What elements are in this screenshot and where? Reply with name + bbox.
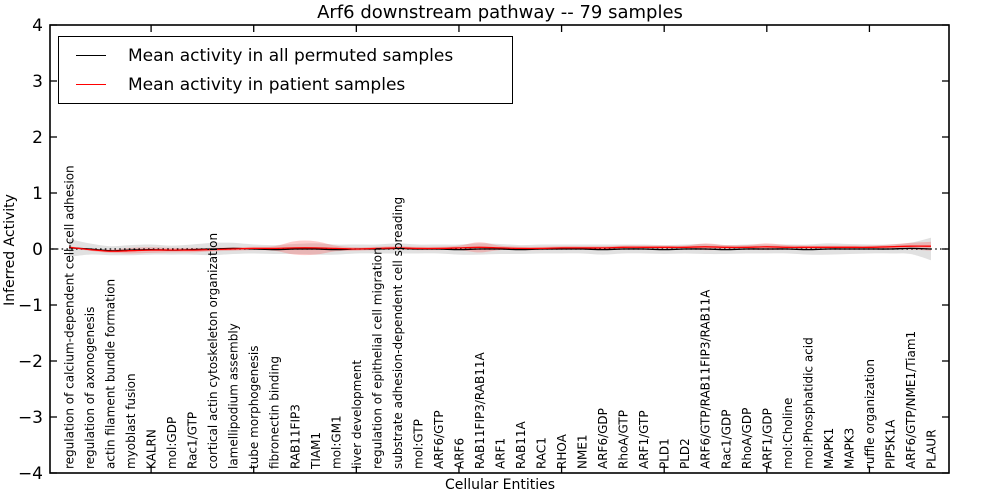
x-tick-label: ARF6/GDP: [596, 408, 610, 469]
x-tick-label: fibronectin binding: [268, 356, 282, 469]
x-tick-label: ARF6/GTP: [432, 410, 446, 469]
x-tick-label: ARF1/GDP: [760, 408, 774, 469]
x-tick-label: TIAM1: [309, 432, 323, 470]
x-tick-label: PLD1: [658, 438, 672, 469]
y-tick-label: 0: [32, 240, 43, 260]
x-tick-label: MAPK3: [842, 428, 856, 469]
x-tick-label: regulation of epithelial cell migration: [370, 247, 384, 469]
x-tick-label: ARF6/GTP/RAB11FIP3/RAB11A: [699, 289, 713, 469]
legend: Mean activity in all permuted samples Me…: [58, 36, 513, 104]
y-tick-label: 2: [32, 128, 43, 148]
y-axis-label: Inferred Activity: [2, 194, 18, 306]
x-tick-label: ARF6: [452, 438, 466, 469]
x-tick-label: mol:GDP: [165, 417, 179, 469]
y-tick-label: −1: [18, 296, 43, 316]
x-tick-label: RAC1: [535, 437, 549, 469]
legend-line-permuted-icon: [76, 55, 106, 56]
x-tick-label: mol:Phosphatidic acid: [801, 337, 815, 469]
x-tick-label: tube morphogenesis: [247, 346, 261, 469]
x-tick-label: regulation of calcium-dependent cell-cel…: [63, 165, 77, 469]
x-tick-label: lamellipodium assembly: [227, 323, 241, 469]
legend-label-permuted: Mean activity in all permuted samples: [128, 45, 454, 66]
x-tick-label: regulation of axonogenesis: [83, 307, 97, 469]
x-tick-label: RhoA/GDP: [740, 408, 754, 469]
legend-row-permuted: Mean activity in all permuted samples: [59, 41, 512, 70]
x-tick-label: cortical actin cytoskeleton organization: [206, 233, 220, 469]
x-tick-label: RAB11A: [514, 420, 528, 469]
x-tick-label: liver development: [350, 360, 364, 469]
x-tick-label: ARF1: [494, 438, 508, 469]
x-tick-label: actin filament bundle formation: [104, 279, 118, 469]
y-tick-label: 1: [32, 184, 43, 204]
x-tick-label: RAB11FIP3: [288, 404, 302, 469]
y-tick-label: −3: [18, 408, 43, 428]
x-tick-label: RhoA/GTP: [617, 410, 631, 469]
legend-row-patient: Mean activity in patient samples: [59, 70, 512, 99]
x-tick-label: ARF6/GTP/NME1/Tiam1: [904, 331, 918, 469]
patient-mean-line: [68, 245, 932, 252]
x-tick-label: RAB11FIP3/RAB11A: [473, 352, 487, 469]
chart-title: Arf6 downstream pathway -- 79 samples: [317, 2, 683, 23]
y-tick-label: −2: [18, 352, 43, 372]
x-axis-label: Cellular Entities: [444, 477, 556, 493]
y-tick-label: 3: [32, 72, 43, 92]
y-tick-label: −4: [18, 464, 43, 484]
x-tick-label: mol:GTP: [411, 419, 425, 469]
x-tick-label: PLD2: [678, 438, 692, 469]
x-tick-label: mol:Choline: [781, 398, 795, 469]
x-tick-label: substrate adhesion-dependent cell spread…: [391, 197, 405, 469]
x-tick-label: mol:GM1: [329, 415, 343, 469]
x-tick-label: Rac1/GTP: [186, 412, 200, 469]
x-tick-label: Rac1/GDP: [719, 410, 733, 469]
x-tick-label: ARF1/GTP: [637, 410, 651, 469]
x-tick-label: PIP5K1A: [883, 419, 897, 469]
x-tick-label: KALRN: [145, 429, 159, 469]
legend-label-patient: Mean activity in patient samples: [128, 74, 406, 95]
y-tick-label: 4: [32, 16, 43, 36]
x-tick-label: RHOA: [555, 433, 569, 469]
x-tick-label: ruffle organization: [863, 359, 877, 469]
x-tick-label: MAPK1: [822, 428, 836, 469]
x-tick-label: NME1: [576, 434, 590, 469]
x-tick-label: PLAUR: [925, 429, 939, 469]
x-tick-label: myoblast fusion: [124, 373, 138, 469]
legend-line-patient-icon: [76, 84, 106, 85]
